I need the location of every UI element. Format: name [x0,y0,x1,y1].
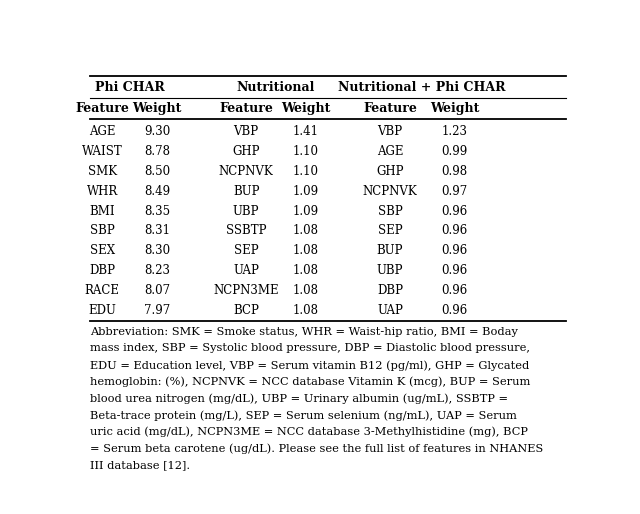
Text: Beta-trace protein (mg/L), SEP = Serum selenium (ng/mL), UAP = Serum: Beta-trace protein (mg/L), SEP = Serum s… [90,410,516,420]
Text: 1.09: 1.09 [292,185,319,198]
Text: WAIST: WAIST [82,145,123,158]
Text: Nutritional + Phi CHAR: Nutritional + Phi CHAR [339,81,506,94]
Text: 0.97: 0.97 [442,185,468,198]
Text: = Serum beta carotene (ug/dL). Please see the full list of features in NHANES: = Serum beta carotene (ug/dL). Please se… [90,443,543,454]
Text: 0.96: 0.96 [442,225,468,237]
Text: UBP: UBP [233,205,259,217]
Text: 0.96: 0.96 [442,304,468,317]
Text: Weight: Weight [281,102,330,115]
Text: SEP: SEP [378,225,403,237]
Text: NCPNVK: NCPNVK [363,185,417,198]
Text: 1.10: 1.10 [292,165,319,178]
Text: AGE: AGE [89,125,116,138]
Text: III database [12].: III database [12]. [90,460,190,470]
Text: 1.10: 1.10 [292,145,319,158]
Text: SMK: SMK [88,165,117,178]
Text: uric acid (mg/dL), NCPN3ME = NCC database 3-Methylhistidine (mg), BCP: uric acid (mg/dL), NCPN3ME = NCC databas… [90,427,528,437]
Text: UAP: UAP [233,264,259,277]
Text: Feature: Feature [76,102,129,115]
Text: Weight: Weight [132,102,182,115]
Text: Weight: Weight [430,102,479,115]
Text: 0.96: 0.96 [442,284,468,297]
Text: BCP: BCP [233,304,259,317]
Text: DBP: DBP [377,284,403,297]
Text: AGE: AGE [377,145,403,158]
Text: UBP: UBP [377,264,403,277]
Text: 0.99: 0.99 [442,145,468,158]
Text: GHP: GHP [376,165,404,178]
Text: BUP: BUP [233,185,259,198]
Text: SSBTP: SSBTP [226,225,266,237]
Text: RACE: RACE [85,284,120,297]
Text: 1.08: 1.08 [292,244,319,257]
Text: 0.96: 0.96 [442,205,468,217]
Text: hemoglobin: (%), NCPNVK = NCC database Vitamin K (mcg), BUP = Serum: hemoglobin: (%), NCPNVK = NCC database V… [90,377,531,387]
Text: BMI: BMI [90,205,115,217]
Text: 1.08: 1.08 [292,264,319,277]
Text: 8.30: 8.30 [144,244,170,257]
Text: SBP: SBP [90,225,115,237]
Text: VBP: VBP [378,125,403,138]
Text: SBP: SBP [378,205,403,217]
Text: 8.49: 8.49 [144,185,170,198]
Text: 0.98: 0.98 [442,165,468,178]
Text: 1.09: 1.09 [292,205,319,217]
Text: SEP: SEP [234,244,259,257]
Text: blood urea nitrogen (mg/dL), UBP = Urinary albumin (ug/mL), SSBTP =: blood urea nitrogen (mg/dL), UBP = Urina… [90,393,508,404]
Text: mass index, SBP = Systolic blood pressure, DBP = Diastolic blood pressure,: mass index, SBP = Systolic blood pressur… [90,343,530,354]
Text: 0.96: 0.96 [442,264,468,277]
Text: 1.08: 1.08 [292,284,319,297]
Text: GHP: GHP [232,145,260,158]
Text: 8.07: 8.07 [144,284,170,297]
Text: DBP: DBP [90,264,115,277]
Text: Nutritional: Nutritional [237,81,315,94]
Text: WHR: WHR [86,185,118,198]
Text: 8.31: 8.31 [144,225,170,237]
Text: 8.50: 8.50 [144,165,170,178]
Text: EDU: EDU [88,304,116,317]
Text: Abbreviation: SMK = Smoke status, WHR = Waist-hip ratio, BMI = Boday: Abbreviation: SMK = Smoke status, WHR = … [90,327,518,337]
Text: 8.23: 8.23 [144,264,170,277]
Text: 1.23: 1.23 [442,125,467,138]
Text: 1.08: 1.08 [292,304,319,317]
Text: VBP: VBP [234,125,259,138]
Text: Phi CHAR: Phi CHAR [95,81,164,94]
Text: 8.78: 8.78 [144,145,170,158]
Text: 1.08: 1.08 [292,225,319,237]
Text: Feature: Feature [220,102,273,115]
Text: 8.35: 8.35 [144,205,170,217]
Text: UAP: UAP [377,304,403,317]
Text: EDU = Education level, VBP = Serum vitamin B12 (pg/ml), GHP = Glycated: EDU = Education level, VBP = Serum vitam… [90,360,529,371]
Text: SEX: SEX [90,244,115,257]
Text: 1.41: 1.41 [292,125,319,138]
Text: NCPN3ME: NCPN3ME [213,284,279,297]
Text: BUP: BUP [377,244,403,257]
Text: 0.96: 0.96 [442,244,468,257]
Text: NCPNVK: NCPNVK [219,165,273,178]
Text: Feature: Feature [363,102,417,115]
Text: 9.30: 9.30 [144,125,170,138]
Text: 7.97: 7.97 [144,304,170,317]
